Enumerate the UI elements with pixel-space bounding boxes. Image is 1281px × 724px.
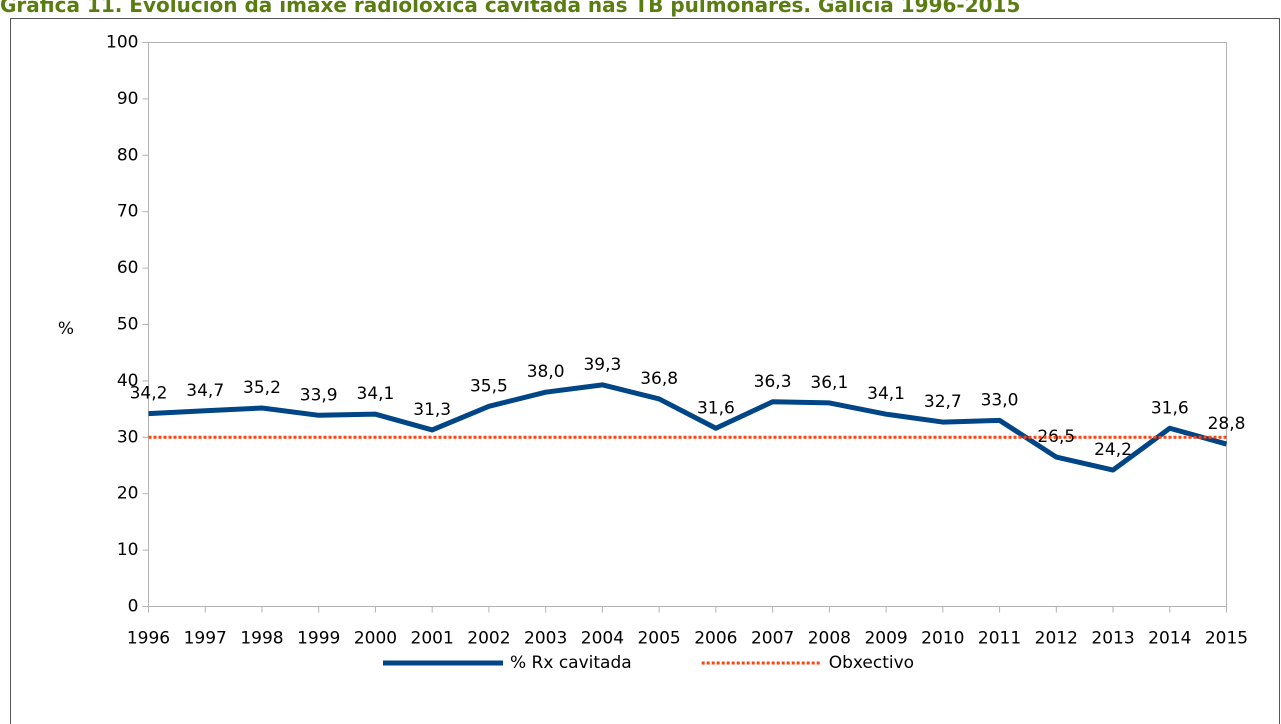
x-tick-label: 2002 [467,629,510,649]
y-tick-label: 100 [106,33,138,53]
legend-label: % Rx cavitada [510,653,632,673]
data-label: 31,6 [1151,398,1189,418]
y-tick-label: 30 [117,427,139,447]
x-tick-label: 2014 [1148,629,1191,649]
data-label: 34,1 [357,384,395,404]
series-line [148,382,1228,473]
chart-frame [10,18,1280,724]
plot-area [148,42,1227,607]
y-tick-label: 40 [117,371,139,391]
data-label: 31,3 [413,400,451,420]
x-tick-label: 1998 [240,629,283,649]
data-label: 24,2 [1094,440,1132,460]
y-tick-label: 90 [117,89,139,109]
chart-title: Gráfica 11. Evolución da imaxe radiolóxi… [0,0,1020,17]
y-tick-label: 50 [117,315,139,335]
x-tick-label: 2009 [864,629,907,649]
x-tick-label: 1997 [184,629,227,649]
x-tick-label: 2012 [1035,629,1078,649]
data-label: 34,1 [867,384,905,404]
data-label: 34,2 [130,384,168,404]
y-axis-label: % [58,319,74,339]
data-label: 36,1 [810,373,848,393]
x-tick-label: 2007 [751,629,794,649]
x-tick-label: 2013 [1091,629,1134,649]
x-tick-label: 1999 [297,629,340,649]
data-label: 33,9 [300,385,338,405]
x-tick-label: 2015 [1205,629,1248,649]
x-tick-label: 2004 [581,629,624,649]
legend-label: Obxectivo [829,653,914,673]
data-label: 36,8 [640,369,678,389]
data-label: 35,5 [470,376,508,396]
x-tick-label: 2005 [637,629,680,649]
y-tick-label: 60 [117,258,139,278]
x-tick-label: 2003 [524,629,567,649]
data-label: 31,6 [697,398,735,418]
y-tick-label: 10 [117,540,139,560]
data-label: 33,0 [981,390,1019,410]
y-tick-label: 0 [128,597,139,617]
x-tick-label: 2008 [808,629,851,649]
y-tick-label: 80 [117,145,139,165]
data-label: 39,3 [583,355,621,375]
x-tick-label: 2006 [694,629,737,649]
x-tick-label: 2011 [978,629,1021,649]
data-label: 35,2 [243,378,281,398]
data-label: 28,8 [1208,414,1246,434]
x-tick-label: 2000 [354,629,397,649]
x-tick-label: 1996 [127,629,170,649]
y-tick-label: 20 [117,484,139,504]
data-label: 34,7 [186,381,224,401]
data-label: 38,0 [527,362,565,382]
data-label: 32,7 [924,392,962,412]
data-label: 36,3 [754,372,792,392]
x-tick-label: 2010 [921,629,964,649]
x-tick-label: 2001 [411,629,454,649]
y-tick-label: 70 [117,202,139,222]
